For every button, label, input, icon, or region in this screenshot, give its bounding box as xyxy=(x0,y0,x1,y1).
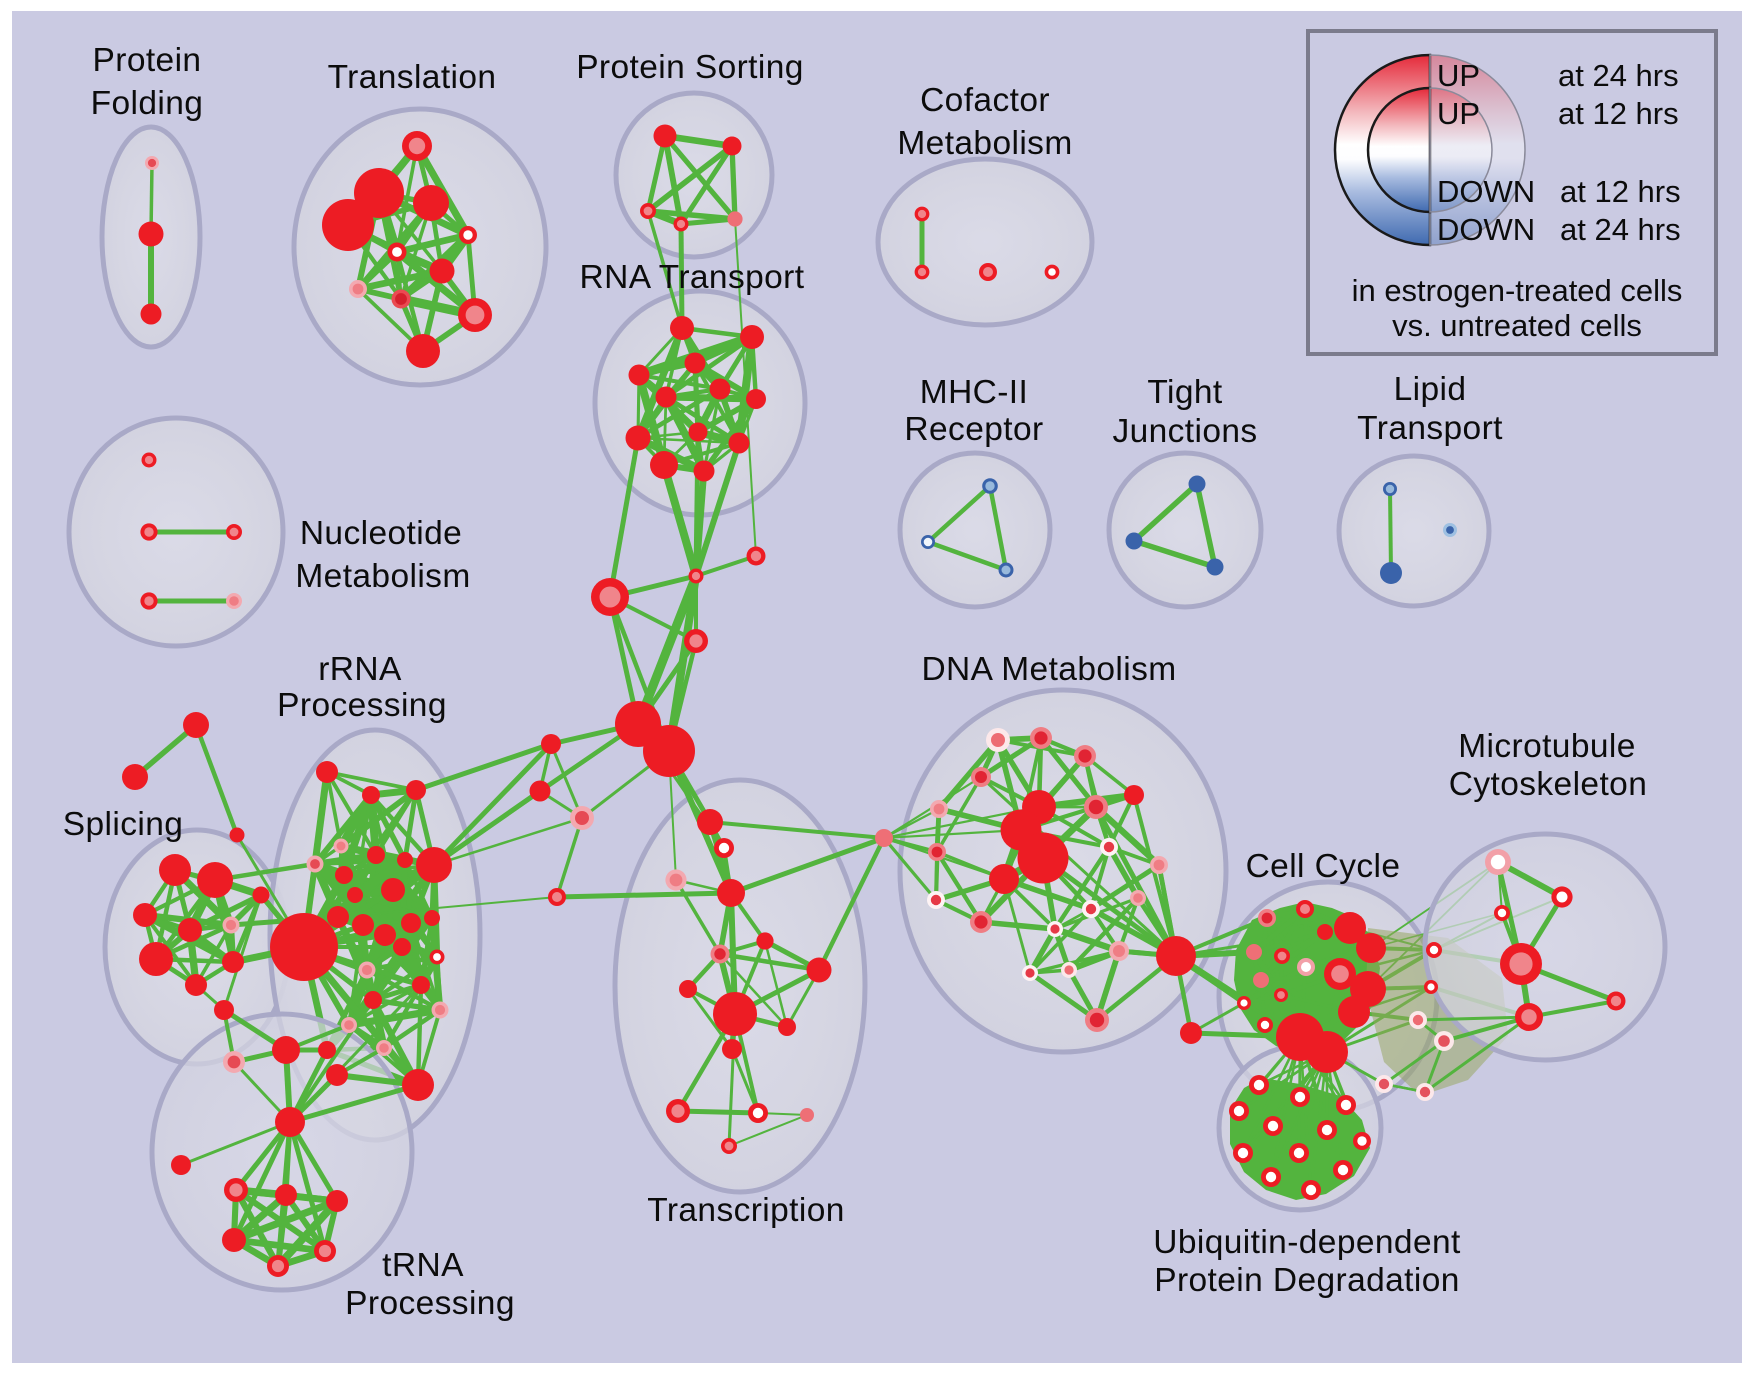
svg-text:DOWN: DOWN xyxy=(1437,212,1535,247)
svg-text:Cytoskeleton: Cytoskeleton xyxy=(1449,766,1647,803)
svg-text:Cofactor: Cofactor xyxy=(920,82,1050,119)
svg-text:at 12 hrs: at 12 hrs xyxy=(1558,96,1679,131)
svg-text:Metabolism: Metabolism xyxy=(897,125,1072,162)
svg-text:Nucleotide: Nucleotide xyxy=(300,515,462,552)
svg-text:DOWN: DOWN xyxy=(1437,174,1535,209)
svg-text:at 24 hrs: at 24 hrs xyxy=(1558,58,1679,93)
svg-text:in estrogen-treated cells: in estrogen-treated cells xyxy=(1352,273,1683,308)
svg-text:Translation: Translation xyxy=(328,59,497,96)
svg-text:Metabolism: Metabolism xyxy=(295,558,470,595)
svg-text:RNA Transport: RNA Transport xyxy=(580,259,805,296)
svg-text:Protein Sorting: Protein Sorting xyxy=(576,49,804,86)
svg-text:Junctions: Junctions xyxy=(1112,413,1257,450)
svg-text:DNA Metabolism: DNA Metabolism xyxy=(921,651,1176,688)
svg-text:Splicing: Splicing xyxy=(63,806,184,843)
svg-text:Ubiquitin-dependent: Ubiquitin-dependent xyxy=(1153,1224,1461,1261)
svg-text:MHC-II: MHC-II xyxy=(920,374,1028,411)
svg-text:UP: UP xyxy=(1437,58,1480,93)
svg-text:Receptor: Receptor xyxy=(904,411,1043,448)
svg-text:Protein: Protein xyxy=(93,42,202,79)
svg-text:Transport: Transport xyxy=(1357,410,1503,447)
svg-text:Transcription: Transcription xyxy=(647,1192,845,1229)
svg-text:rRNA: rRNA xyxy=(318,651,402,688)
svg-text:at 12 hrs: at 12 hrs xyxy=(1560,174,1681,209)
svg-text:Microtubule: Microtubule xyxy=(1458,728,1636,765)
svg-text:at 24 hrs: at 24 hrs xyxy=(1560,212,1681,247)
svg-text:vs. untreated cells: vs. untreated cells xyxy=(1392,308,1642,343)
svg-text:Cell Cycle: Cell Cycle xyxy=(1246,848,1401,885)
svg-text:UP: UP xyxy=(1437,96,1480,131)
svg-text:Processing: Processing xyxy=(345,1285,515,1322)
svg-text:Protein Degradation: Protein Degradation xyxy=(1154,1262,1460,1299)
svg-text:Processing: Processing xyxy=(277,687,447,724)
svg-text:Folding: Folding xyxy=(91,85,204,122)
svg-text:Lipid: Lipid xyxy=(1394,371,1467,408)
svg-text:Tight: Tight xyxy=(1147,374,1223,411)
svg-text:tRNA: tRNA xyxy=(382,1247,464,1284)
